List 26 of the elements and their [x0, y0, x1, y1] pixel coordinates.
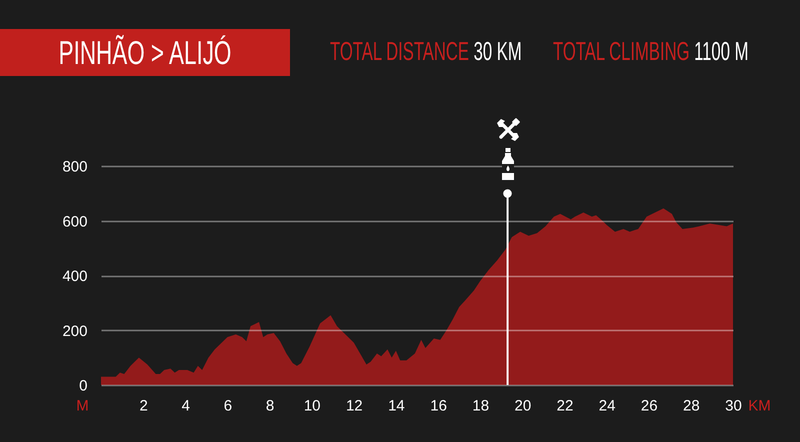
text: TOTAL CLIMBING 1100 M — [553, 36, 748, 66]
y-tick-label: 800 — [62, 158, 88, 176]
y-tick-label: 200 — [62, 322, 88, 340]
x-tick-label: 2 — [139, 398, 148, 414]
x-tick-label: 8 — [266, 398, 274, 414]
x-tick-label: 28 — [683, 398, 700, 414]
y-tick-label: 0 — [79, 378, 88, 394]
x-tick-label: 30 — [725, 398, 742, 414]
chart-title: PINHÃO > ALIJÓ — [58, 34, 232, 71]
x-tick-label: 10 — [304, 398, 321, 414]
y-tick-label: 600 — [62, 213, 88, 230]
x-tick-label: 26 — [640, 398, 658, 414]
x-tick-label: 24 — [598, 398, 616, 414]
x-tick-label: 16 — [430, 398, 447, 414]
title-banner: PINHÃO > ALIJÓ — [0, 29, 290, 76]
x-tick-label: 6 — [224, 398, 232, 414]
x-tick-label: 12 — [346, 398, 363, 414]
y-axis-title: M — [76, 398, 89, 414]
text: TOTAL DISTANCE 30 KM — [330, 36, 522, 66]
x-tick-label: 18 — [472, 398, 490, 414]
x-tick-label: 20 — [514, 398, 532, 414]
x-tick-label: 4 — [182, 398, 190, 414]
x-axis-title: KM — [748, 398, 771, 414]
y-tick-label: 400 — [62, 268, 88, 285]
x-tick-label: 22 — [556, 398, 574, 414]
x-tick-label: 14 — [388, 398, 405, 414]
